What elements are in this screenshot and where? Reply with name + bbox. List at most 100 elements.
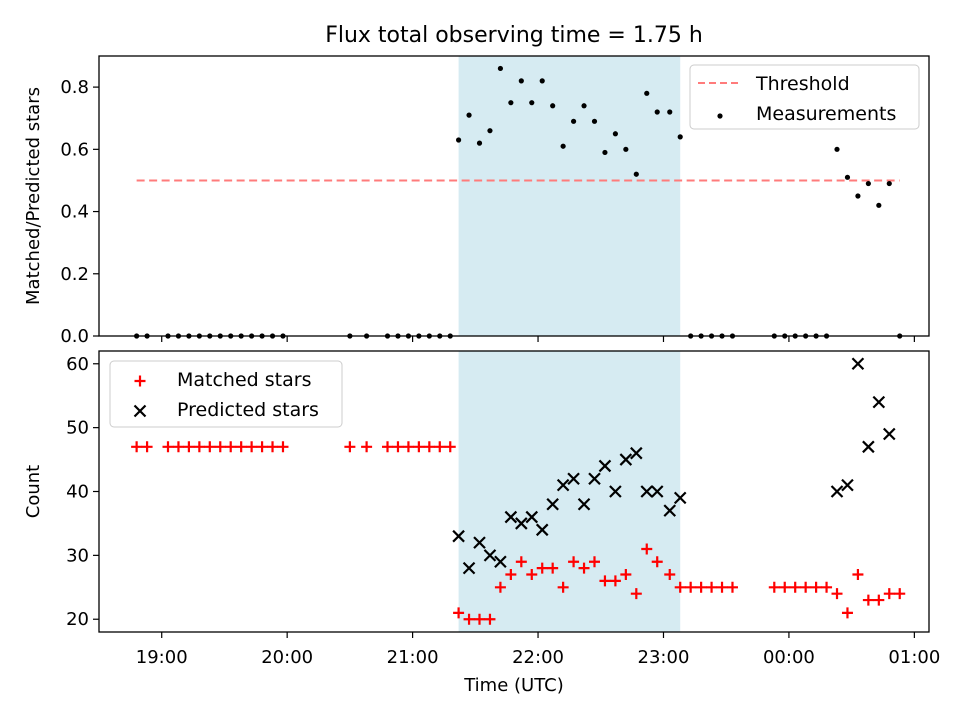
- predicted-star-point: [525, 510, 539, 524]
- matched-star-point: [361, 441, 373, 453]
- predicted-star-point: [588, 472, 601, 486]
- matched-star-point: [695, 581, 707, 593]
- matched-star-point: [841, 607, 853, 619]
- measurement-point: [644, 90, 650, 96]
- matched-star-point: [547, 562, 559, 574]
- measurement-point: [455, 137, 462, 143]
- matched-star-point: [131, 441, 143, 453]
- top-x-ticks: [161, 336, 915, 342]
- measurement-point: [466, 112, 472, 118]
- measurement-point: [865, 180, 871, 187]
- matched-star-point: [515, 556, 527, 568]
- legend-measurements-label: Measurements: [756, 103, 896, 125]
- x-tick-label: 22:00: [512, 647, 564, 668]
- measurement-point: [487, 128, 493, 134]
- predicted-star-point: [673, 491, 687, 505]
- measurement-point: [667, 109, 673, 115]
- y-tick-label: 0.6: [60, 139, 89, 160]
- matched-star-point: [453, 607, 465, 619]
- matched-star-point: [578, 562, 590, 574]
- predicted-star-point: [841, 478, 854, 492]
- matched-star-point: [768, 581, 780, 593]
- predicted-star-point: [619, 453, 633, 466]
- matched-star-point: [267, 441, 279, 453]
- y-tick-label: 0.0: [60, 326, 89, 347]
- matched-star-point: [599, 575, 611, 587]
- matched-star-point: [800, 581, 812, 593]
- predicted-star-point: [535, 523, 549, 537]
- matched-star-point: [852, 569, 864, 581]
- top-y-axis-label: Matched/Predicted stars: [23, 87, 44, 305]
- predicted-star-point: [504, 510, 518, 524]
- matched-star-point: [256, 441, 268, 453]
- top-axes-frame: [98, 55, 930, 337]
- matched-star-point: [434, 441, 446, 453]
- legend-predicted-label: Predicted stars: [177, 399, 319, 421]
- bottom-legend: Matched stars Predicted stars: [109, 360, 343, 428]
- measurement-point: [677, 134, 683, 140]
- matched-star-point: [674, 581, 686, 593]
- predicted-star-point: [462, 561, 476, 575]
- predicted-star-point: [851, 357, 865, 371]
- matched-star-point: [706, 581, 718, 593]
- matched-star-point: [474, 613, 486, 625]
- top-y-ticks: 0.0 0.2 0.4 0.6 0.8: [60, 77, 99, 347]
- matched-star-point: [344, 441, 356, 453]
- matched-star-point: [588, 556, 600, 568]
- matched-star-point: [413, 441, 425, 453]
- predicted-star-point: [494, 555, 507, 569]
- bottom-y-ticks: 20 30 40 50 60: [66, 354, 99, 630]
- measurement-point: [560, 143, 566, 149]
- measurement-point: [581, 103, 587, 109]
- matched-star-point: [620, 569, 632, 581]
- x-tick-label: 01:00: [888, 647, 940, 668]
- matched-star-point: [821, 581, 833, 593]
- y-tick-label: 60: [66, 354, 89, 375]
- measurement-point: [570, 118, 577, 124]
- y-tick-label: 0.2: [60, 264, 89, 285]
- bottom-panel: 20 30 40 50 60 19:00 20:00 21:00 22:00 23:00 00:0…: [23, 350, 940, 696]
- predicted-star-point: [663, 504, 677, 517]
- matched-star-point: [789, 581, 801, 593]
- matched-star-point: [557, 581, 569, 593]
- bottom-highlight-band: [458, 351, 681, 632]
- bottom-x-ticks: 19:00 20:00 21:00 22:00 23:00 00:00 01:00: [136, 632, 940, 668]
- matched-star-point: [779, 581, 791, 593]
- x-tick-label: 00:00: [763, 647, 815, 668]
- measurement-point: [623, 146, 629, 152]
- bottom-y-axis-label: Count: [23, 465, 44, 518]
- predicted-star-point: [609, 485, 622, 498]
- y-tick-label: 20: [66, 609, 89, 630]
- measurement-point: [855, 193, 861, 199]
- matched-star-point: [526, 569, 538, 581]
- x-axis-label: Time (UTC): [463, 675, 564, 696]
- y-tick-label: 40: [66, 482, 89, 503]
- matched-star-point: [894, 588, 906, 600]
- predicted-star-point: [882, 427, 896, 441]
- legend-measurements-swatch: [717, 113, 723, 119]
- x-tick-label: 19:00: [136, 647, 188, 668]
- matched-star-point: [494, 581, 506, 593]
- measurement-point: [876, 202, 882, 208]
- top-legend: Threshold Measurements: [689, 64, 920, 130]
- predicted-star-point: [452, 529, 465, 543]
- measurement-point: [508, 100, 514, 106]
- measurement-point: [602, 149, 608, 156]
- matched-star-point: [444, 441, 456, 453]
- top-legend-box: [689, 64, 920, 130]
- matched-star-point: [664, 569, 676, 581]
- x-tick-label: 21:00: [387, 647, 439, 668]
- bottom-plot-marks: [131, 357, 906, 625]
- matched-star-point: [225, 441, 237, 453]
- predicted-star-point: [567, 472, 580, 486]
- predicted-star-point: [650, 485, 664, 498]
- matched-star-point: [726, 581, 738, 593]
- predicted-star-point: [640, 485, 654, 498]
- y-tick-label: 50: [66, 418, 89, 439]
- legend-matched-label: Matched stars: [177, 369, 311, 391]
- y-tick-label: 0.4: [60, 202, 89, 223]
- matched-star-point: [423, 441, 435, 453]
- matched-star-point: [392, 441, 404, 453]
- measurement-point: [539, 78, 545, 84]
- predicted-star-point: [546, 497, 559, 511]
